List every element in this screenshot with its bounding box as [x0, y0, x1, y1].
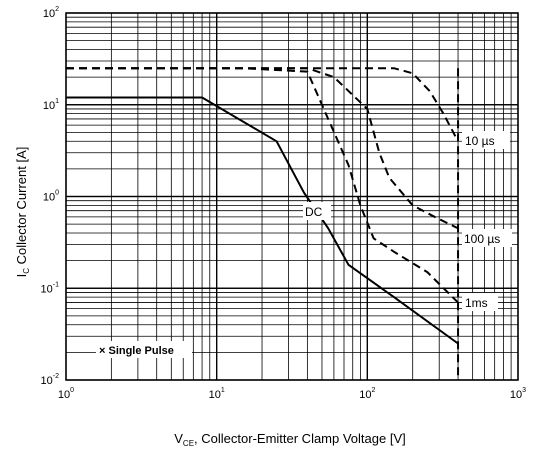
- annotation-100us-group: 100 µs: [462, 229, 512, 247]
- annotation-100us: 100 µs: [464, 232, 500, 246]
- x-tick-label: 101: [209, 387, 225, 401]
- plot-frame: [65, 12, 519, 381]
- x-axis-label: VCE, Collector-Emitter Clamp Voltage [V]: [174, 431, 406, 448]
- curve-100us: [66, 67, 459, 230]
- curve-10us: [66, 67, 459, 142]
- annotation-single-pulse-group: × Single Pulse: [96, 341, 192, 358]
- grid-lines: [65, 12, 519, 381]
- x-tick-label: 100: [58, 387, 74, 401]
- y-tick-label: 10-1: [41, 281, 60, 295]
- y-tick-label: 102: [43, 6, 59, 20]
- annotation-dc-group: DC: [303, 202, 331, 220]
- x-tick-label: 102: [359, 387, 375, 401]
- annotation-1ms: 1ms: [465, 296, 488, 310]
- curve-1ms: [66, 67, 459, 304]
- y-tick-label: 100: [43, 190, 59, 204]
- x-axis-label-sub: CE: [183, 439, 194, 448]
- x-tick-label: 103: [510, 387, 526, 401]
- annotation-dc: DC: [305, 205, 323, 219]
- x-axis-label-rest: , Collector-Emitter Clamp Voltage [V]: [194, 431, 406, 446]
- tick-labels: 100 101 102 103 102 101 100 10-1 10-2: [41, 6, 527, 401]
- y-axis-label-sub: C: [22, 268, 31, 274]
- annotation-1ms-group: 1ms: [462, 293, 498, 311]
- y-axis-label-main: I: [14, 274, 29, 278]
- y-axis-label: IC Collector Current [A]: [14, 147, 31, 278]
- y-tick-label: 101: [43, 98, 59, 112]
- annotation-single-pulse: × Single Pulse: [99, 345, 174, 357]
- x-axis-label-main: V: [174, 431, 183, 446]
- annotation-10us: 10 µs: [465, 134, 495, 148]
- annotation-10us-group: 10 µs: [462, 131, 510, 149]
- y-tick-label: 10-2: [41, 373, 60, 387]
- y-axis-label-rest: Collector Current [A]: [14, 147, 29, 268]
